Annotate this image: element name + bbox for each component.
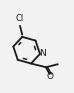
Text: Cl: Cl bbox=[16, 14, 24, 23]
Text: O: O bbox=[47, 72, 54, 81]
Text: N: N bbox=[39, 49, 46, 58]
